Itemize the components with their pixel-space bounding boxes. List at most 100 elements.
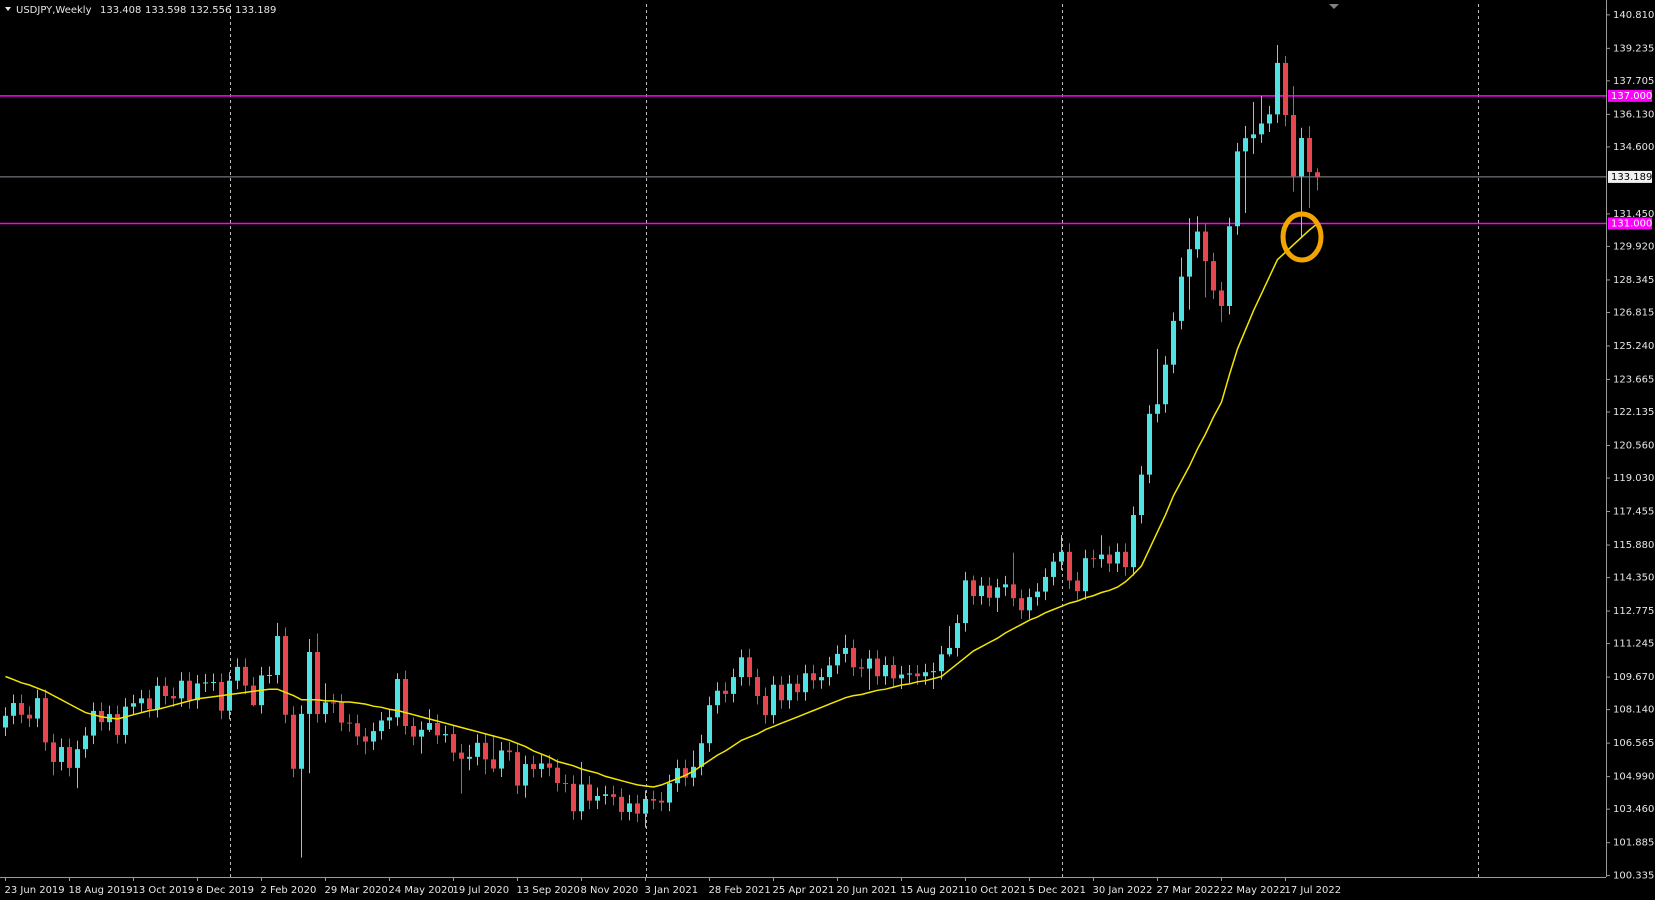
candle-body <box>275 636 280 675</box>
candle-body <box>411 726 416 737</box>
candle-body <box>155 685 160 709</box>
y-tick-label: 122.135 <box>1613 407 1654 418</box>
candle-body <box>379 720 384 732</box>
candle-body <box>883 664 888 677</box>
candle-body <box>683 768 688 778</box>
candle-body <box>451 734 456 753</box>
candle-body <box>691 766 696 778</box>
y-tick-label: 103.460 <box>1613 804 1654 815</box>
candle-body <box>755 677 760 697</box>
x-tick-label: 19 Jul 2020 <box>453 885 510 896</box>
candle-body <box>723 690 728 694</box>
candle-body <box>515 752 520 786</box>
x-tick-label: 29 Mar 2020 <box>325 885 388 896</box>
candle-body <box>891 664 896 679</box>
x-tick-label: 25 Apr 2021 <box>773 885 835 896</box>
y-tick-label: 106.565 <box>1613 738 1654 749</box>
candle-body <box>91 710 96 736</box>
candle-body <box>147 698 152 709</box>
x-tick-label: 20 Jun 2021 <box>837 885 897 896</box>
candle-body <box>1051 561 1056 577</box>
candle-body <box>1035 591 1040 598</box>
candle-body <box>1099 554 1104 560</box>
y-tick-label: 126.815 <box>1613 307 1654 318</box>
candle-body <box>243 666 248 686</box>
candle-body <box>11 703 16 716</box>
candle-body <box>539 763 544 769</box>
candle-body <box>507 750 512 753</box>
candle-body <box>987 585 992 598</box>
y-tick-label: 134.600 <box>1613 142 1654 153</box>
candle-body <box>1123 551 1128 568</box>
candle-body <box>563 783 568 785</box>
y-tick-label: 137.705 <box>1613 76 1654 87</box>
candle-body <box>427 723 432 730</box>
candle-body <box>1043 576 1048 592</box>
levels <box>0 95 1606 225</box>
candle-body <box>83 735 88 750</box>
candle-body <box>811 673 816 681</box>
candle-body <box>27 714 32 719</box>
candle-body <box>235 666 240 681</box>
candle-body <box>1275 62 1280 115</box>
candle-body <box>315 651 320 715</box>
candle-body <box>363 736 368 742</box>
candle-body <box>803 673 808 693</box>
candle-body <box>307 651 312 714</box>
candle-body <box>123 706 128 735</box>
candle-body <box>667 783 672 803</box>
candle-body <box>739 657 744 678</box>
candle-body <box>1227 226 1232 306</box>
ohlc-low: 132.556 <box>190 5 231 16</box>
candle-body <box>203 682 208 684</box>
candle-body <box>715 690 720 706</box>
y-tick-label: 114.350 <box>1613 573 1654 584</box>
x-tick-label: 13 Oct 2019 <box>133 885 195 896</box>
level-label-box <box>1608 89 1652 102</box>
candle-body <box>579 784 584 812</box>
candle-body <box>227 680 232 711</box>
candle-body <box>211 681 216 683</box>
candle-body <box>395 679 400 718</box>
candle-body <box>771 684 776 716</box>
candle-body <box>1027 597 1032 611</box>
candle-body <box>995 587 1000 598</box>
candle-body <box>251 685 256 706</box>
candle-body <box>1171 320 1176 365</box>
candle-body <box>35 698 40 719</box>
ohlc-high: 133.598 <box>145 5 186 16</box>
x-tick-label: 2 Feb 2020 <box>261 885 317 896</box>
moving-average <box>5 222 1318 788</box>
y-tick-label: 117.455 <box>1613 507 1654 518</box>
candle-body <box>1195 231 1200 250</box>
x-tick-label: 8 Dec 2019 <box>197 885 255 896</box>
candle-body <box>1091 558 1096 560</box>
candle-body <box>347 722 352 724</box>
y-tick-label: 128.345 <box>1613 275 1654 286</box>
candle-body <box>795 683 800 693</box>
candle-body <box>475 742 480 757</box>
candle-body <box>187 680 192 701</box>
candle-body <box>1163 364 1168 405</box>
y-tick-label: 101.885 <box>1613 838 1654 849</box>
candle-body <box>939 654 944 672</box>
candle-body <box>75 749 80 768</box>
candle-body <box>491 759 496 769</box>
candle-body <box>3 715 8 728</box>
candle-body <box>115 714 120 735</box>
candle-body <box>267 674 272 676</box>
candle-body <box>1283 62 1288 116</box>
y-tick-label: 100.335 <box>1613 871 1654 882</box>
candle-body <box>139 698 144 704</box>
highlight-circle <box>1280 211 1324 263</box>
candle-body <box>499 750 504 769</box>
candle-body <box>531 764 536 769</box>
candle-body <box>355 723 360 737</box>
x-tick-label: 13 Sep 2020 <box>517 885 580 896</box>
candle-body <box>635 803 640 814</box>
candle-body <box>875 658 880 677</box>
candle-body <box>971 580 976 597</box>
candle-body <box>819 677 824 681</box>
